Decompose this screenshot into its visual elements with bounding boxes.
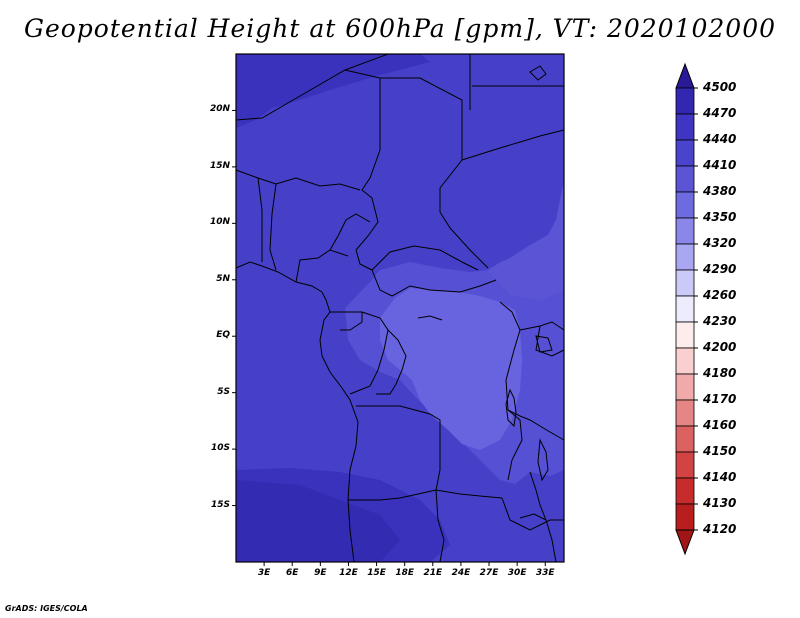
x-tick-label: 21E [423, 568, 443, 578]
y-tick-label: 15N [209, 160, 230, 171]
colorbar-box [675, 425, 695, 453]
contour-fill-4380-ne [488, 180, 564, 300]
colorbar-box [675, 373, 695, 401]
x-tick-label: 6E [286, 568, 299, 578]
lakes [417, 65, 553, 521]
map-frame [235, 53, 565, 563]
colorbar-box [675, 347, 695, 375]
colorbar-level-label: 4120 [703, 522, 737, 536]
x-tick-label: 9E [314, 568, 327, 578]
colorbar-box [675, 139, 695, 167]
colorbar-level-label: 4410 [703, 158, 737, 172]
x-tick-label: 33E [535, 568, 555, 578]
colorbar-level-label: 4380 [703, 184, 737, 198]
colorbar-level-label: 4180 [703, 366, 737, 380]
colorbar-top-triangle [675, 62, 695, 89]
colorbar-bottom-triangle [675, 529, 695, 556]
y-tick-label: EQ [216, 330, 230, 341]
colorbar-box [675, 191, 695, 219]
colorbar-box [675, 321, 695, 349]
colorbar-box [675, 269, 695, 297]
colorbar-box [675, 477, 695, 505]
colorbar-level-label: 4130 [703, 496, 737, 510]
colorbar-level-label: 4320 [703, 236, 737, 250]
colorbar-level-label: 4500 [703, 80, 737, 94]
y-tick-label: 10S [210, 443, 230, 454]
x-tick-label: 24E [451, 568, 471, 578]
map-panel [236, 54, 564, 562]
colorbar-level-label: 4440 [703, 132, 737, 146]
colorbar-box [675, 165, 695, 193]
y-tick-label: 20N [209, 104, 230, 115]
contour-fill-4440-sw [236, 480, 400, 562]
contour-fill-4350-congo [380, 288, 522, 450]
x-tick-label: 3E [257, 568, 271, 578]
colorbar-level-label: 4200 [703, 340, 737, 354]
colorbar [675, 62, 698, 556]
colorbar-box [675, 87, 695, 115]
colorbar-level-label: 4290 [703, 262, 737, 276]
y-tick-label: 5N [216, 273, 230, 284]
colorbar-box [675, 503, 695, 531]
x-tick-label: 15E [367, 568, 386, 578]
y-tick-label: 10N [209, 217, 230, 228]
colorbar-box [675, 113, 695, 141]
y-tick-label: 15S [210, 499, 230, 510]
contour-fill-4440-north [236, 54, 430, 128]
x-tick-label: 30E [507, 568, 527, 578]
colorbar-box [675, 451, 695, 479]
y-tick-label: 5S [217, 386, 230, 397]
colorbar-level-label: 4260 [703, 288, 737, 302]
chart-title: Geopotential Height at 600hPa [gpm], VT:… [23, 14, 777, 43]
colorbar-level-label: 4160 [703, 418, 737, 432]
x-tick-label: 18E [395, 568, 415, 578]
colorbar-level-label: 4170 [703, 392, 737, 406]
colorbar-level-label: 4150 [703, 444, 737, 458]
colorbar-box [675, 295, 695, 323]
colorbar-box [675, 399, 695, 427]
colorbar-level-label: 4350 [703, 210, 737, 224]
country-borders [235, 53, 565, 563]
x-tick-label: 12E [339, 568, 358, 578]
credit-text: GrADS: IGES/COLA [5, 604, 88, 613]
colorbar-level-label: 4470 [703, 106, 737, 120]
colorbar-level-label: 4230 [703, 314, 737, 328]
colorbar-box [675, 217, 695, 245]
axis-tickmarks [232, 109, 546, 566]
colorbar-box [675, 243, 695, 271]
colorbar-level-label: 4140 [703, 470, 737, 484]
x-tick-label: 27E [479, 568, 499, 578]
